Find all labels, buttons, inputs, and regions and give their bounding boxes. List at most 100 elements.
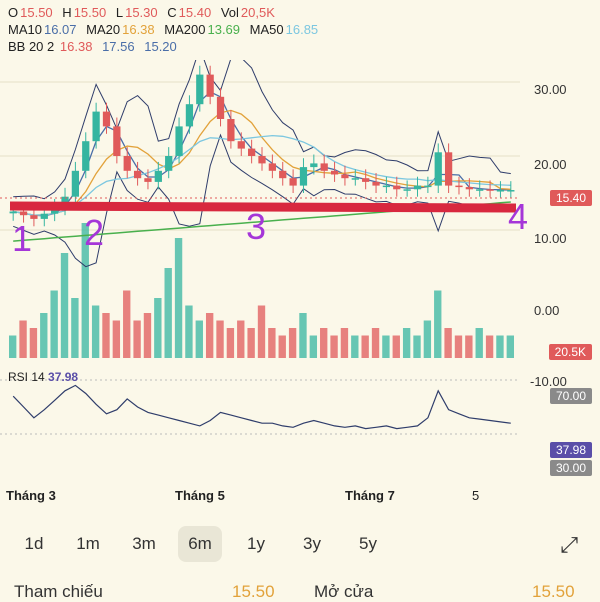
volume-bar: [309, 335, 318, 358]
candle-body: [40, 213, 48, 219]
volume-bar: [413, 335, 421, 358]
volume-bar: [81, 223, 89, 358]
support-line: [9, 201, 517, 213]
volume-bar: [226, 328, 235, 358]
volume-bar: [9, 335, 17, 358]
month-label-5: Tháng 5: [175, 488, 225, 503]
candle-body: [424, 185, 432, 188]
period-5y[interactable]: 5y: [359, 534, 377, 553]
annotation-1: 1: [12, 218, 33, 259]
volume-bar: [434, 290, 442, 358]
ma20-value: 16.38: [122, 22, 155, 37]
rsi-path: [12, 384, 511, 430]
bb-label: BB 20 2: [8, 39, 55, 54]
ma10-value: 16.07: [43, 22, 77, 37]
candle-body: [289, 178, 297, 186]
month-label-7: Tháng 7: [345, 488, 395, 503]
volume-bar: [133, 320, 141, 358]
volume-bar: [185, 305, 193, 358]
period-3y[interactable]: 3y: [303, 534, 321, 553]
ma10-label: MA10: [8, 22, 42, 37]
volume-bar: [143, 313, 152, 358]
candle-body: [393, 185, 401, 190]
candle-body: [372, 181, 380, 186]
period-6m[interactable]: 6m: [178, 526, 222, 562]
time-axis: Tháng 3 Tháng 5 Tháng 7 5: [0, 488, 600, 508]
annotation-2: 2: [84, 212, 105, 253]
volume-bar: [371, 328, 380, 358]
volume-bar: [112, 320, 121, 358]
quote-summary: Tham chiếu 15.50 Mở cửa 15.50: [0, 582, 600, 602]
month-label-extra: 5: [472, 488, 480, 503]
candles: [9, 65, 515, 227]
volume-bar: [299, 313, 307, 358]
expand-icon[interactable]: ⤢: [560, 532, 578, 557]
annotation-3: 3: [246, 206, 267, 247]
volume-tag: 20.5K: [548, 344, 592, 360]
candle-body: [216, 96, 225, 119]
volume-bar: [423, 320, 432, 358]
period-3m[interactable]: 3m: [132, 534, 156, 553]
price-summary: O 15.50 H 15.50 L 15.30 C 15.40 Vol 20,5K MA1…: [8, 4, 324, 55]
period-1d[interactable]: 1d: [24, 534, 44, 553]
current-price-tag: 15.40: [549, 190, 592, 206]
ma200-value: 13.69: [207, 22, 241, 37]
candle-body: [227, 119, 235, 142]
period-1y[interactable]: 1y: [247, 534, 265, 553]
high-value: 15.50: [73, 5, 107, 20]
candle-body: [9, 211, 17, 214]
volume-bar: [444, 328, 452, 358]
open-label: O: [8, 5, 19, 20]
candle-body: [351, 178, 359, 180]
candle-body: [279, 170, 287, 179]
candle-body: [268, 163, 276, 171]
candle-body: [476, 189, 484, 191]
volume-bar: [60, 253, 69, 358]
volume-bar: [123, 290, 131, 358]
candle-body: [444, 152, 453, 186]
low-label: L: [115, 5, 124, 20]
volume-bar: [71, 298, 79, 358]
candle-body: [413, 185, 422, 190]
volume-bar: [402, 328, 411, 358]
volume-bar: [340, 328, 349, 358]
volume-bar: [237, 320, 245, 358]
reference-label: Tham chiếu: [14, 582, 103, 601]
ma50-value: 16.85: [285, 22, 319, 37]
candle-body: [133, 170, 142, 179]
volume-bar: [475, 328, 483, 358]
close-value: 15.40: [178, 5, 212, 20]
volume-bar: [382, 335, 390, 358]
period-1m[interactable]: 1m: [76, 534, 100, 553]
bb-lower-line: [13, 133, 511, 268]
rsi-label: RSI 14: [8, 370, 45, 384]
price-tick-20: 20.00: [534, 157, 567, 172]
ohlc-row: O 15.50 H 15.50 L 15.30 C 15.40 Vol 20,5K: [8, 4, 324, 21]
bb-lower-value: 15.20: [144, 39, 177, 54]
volume-bar: [91, 305, 100, 358]
ma50-label: MA50: [249, 22, 284, 37]
candle-body: [258, 156, 266, 164]
volume-bar: [205, 313, 214, 358]
rsi-header: RSI 14 37.98: [8, 370, 78, 384]
volume-bar: [195, 320, 203, 358]
ma200-label: MA200: [164, 22, 206, 37]
candle-body: [154, 170, 162, 182]
candle-body: [434, 152, 442, 186]
volume-bar: [485, 335, 494, 358]
ma20-label: MA20: [86, 22, 121, 37]
volume-value: 20,5K: [240, 5, 275, 20]
volume-bar: [351, 335, 359, 358]
volume-bar: [257, 305, 266, 358]
price-chart[interactable]: [0, 60, 600, 480]
volume-bar: [40, 313, 48, 358]
bb-upper-line: [13, 60, 511, 200]
ma-row: MA10 16.07 MA20 16.38 MA200 13.69 MA50 16.85: [8, 21, 324, 38]
volume-bar: [102, 313, 110, 358]
candle-body: [455, 185, 463, 188]
candle-body: [123, 156, 131, 171]
bb-mid-value: 17.56: [102, 39, 135, 54]
low-value: 15.30: [125, 5, 158, 20]
candle-body: [113, 126, 121, 156]
volume-bar: [278, 335, 286, 358]
